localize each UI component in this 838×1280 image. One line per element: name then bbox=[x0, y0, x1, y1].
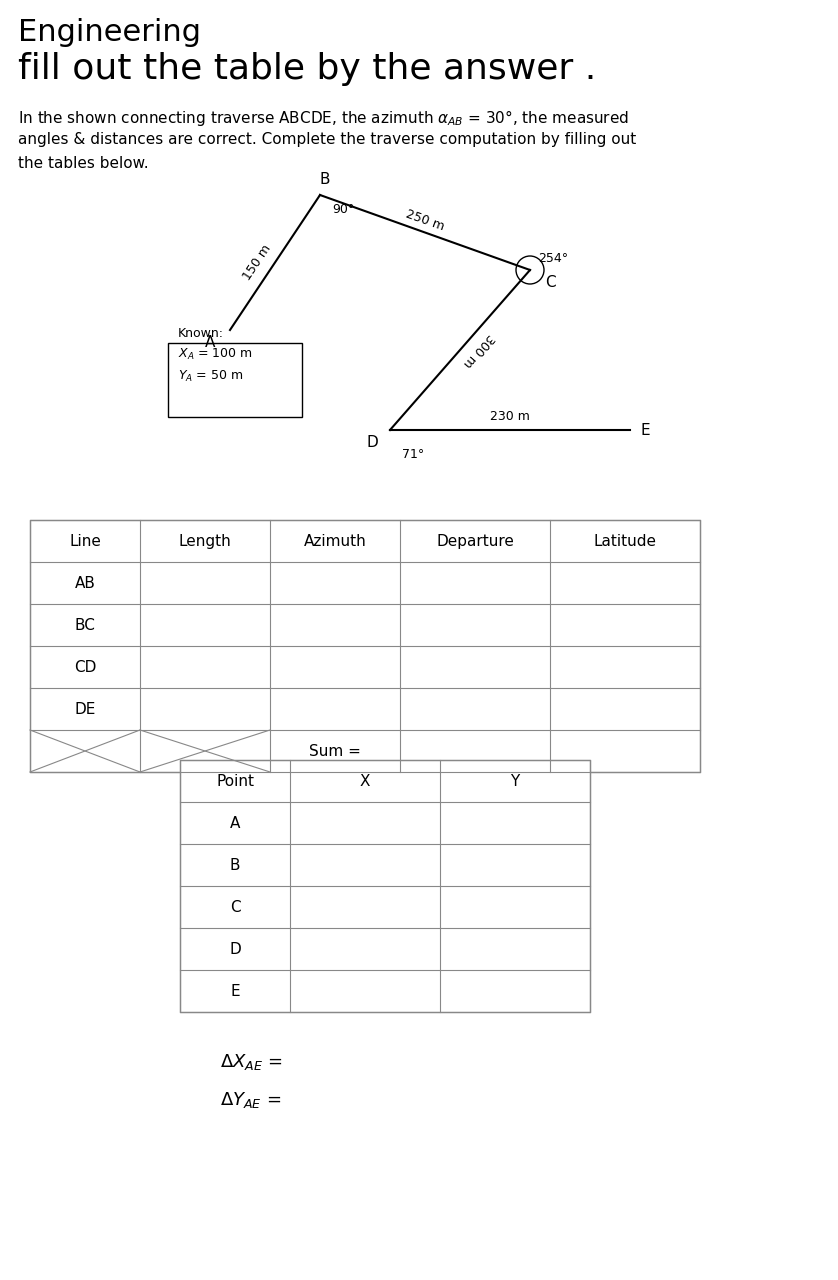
Text: $Y_A$ = 50 m: $Y_A$ = 50 m bbox=[178, 369, 243, 384]
Text: BC: BC bbox=[75, 617, 96, 632]
Bar bbox=[180, 760, 590, 1012]
Text: 300 m: 300 m bbox=[460, 330, 496, 370]
Text: Known:: Known: bbox=[178, 326, 224, 340]
FancyBboxPatch shape bbox=[168, 343, 302, 417]
Text: C: C bbox=[545, 275, 556, 291]
Text: 230 m: 230 m bbox=[490, 410, 530, 422]
Text: A: A bbox=[230, 815, 241, 831]
Text: DE: DE bbox=[75, 701, 96, 717]
Text: Engineering: Engineering bbox=[18, 18, 201, 47]
Text: Departure: Departure bbox=[436, 534, 514, 549]
Text: E: E bbox=[640, 422, 649, 438]
Text: B: B bbox=[230, 858, 241, 873]
Text: CD: CD bbox=[74, 659, 96, 675]
Text: Y: Y bbox=[510, 773, 520, 788]
Text: $\Delta Y_{AE}$ =: $\Delta Y_{AE}$ = bbox=[220, 1091, 282, 1110]
Text: $\Delta X_{AE}$ =: $\Delta X_{AE}$ = bbox=[220, 1052, 282, 1073]
Text: Azimuth: Azimuth bbox=[303, 534, 366, 549]
Text: B: B bbox=[320, 172, 330, 187]
Text: angles & distances are correct. Complete the traverse computation by filling out: angles & distances are correct. Complete… bbox=[18, 132, 636, 147]
Text: A: A bbox=[204, 335, 215, 349]
Text: fill out the table by the answer .: fill out the table by the answer . bbox=[18, 52, 597, 86]
Text: 71°: 71° bbox=[402, 448, 424, 461]
Text: Sum =: Sum = bbox=[309, 744, 361, 759]
Text: Line: Line bbox=[69, 534, 101, 549]
Text: Point: Point bbox=[216, 773, 254, 788]
Text: 150 m: 150 m bbox=[241, 242, 273, 283]
Text: In the shown connecting traverse ABCDE, the azimuth $\alpha_{AB}$ = 30°, the mea: In the shown connecting traverse ABCDE, … bbox=[18, 108, 629, 128]
Text: C: C bbox=[230, 900, 241, 914]
Text: AB: AB bbox=[75, 576, 96, 590]
Text: $X_A$ = 100 m: $X_A$ = 100 m bbox=[178, 347, 253, 362]
Text: 90°: 90° bbox=[332, 204, 354, 216]
Text: X: X bbox=[360, 773, 370, 788]
Text: the tables below.: the tables below. bbox=[18, 156, 148, 172]
Text: E: E bbox=[230, 983, 240, 998]
Text: Latitude: Latitude bbox=[593, 534, 656, 549]
Bar bbox=[30, 520, 700, 772]
Text: D: D bbox=[229, 942, 241, 956]
Text: 250 m: 250 m bbox=[404, 207, 446, 233]
Text: Length: Length bbox=[178, 534, 231, 549]
Text: D: D bbox=[366, 435, 378, 451]
Text: 254°: 254° bbox=[538, 252, 568, 265]
